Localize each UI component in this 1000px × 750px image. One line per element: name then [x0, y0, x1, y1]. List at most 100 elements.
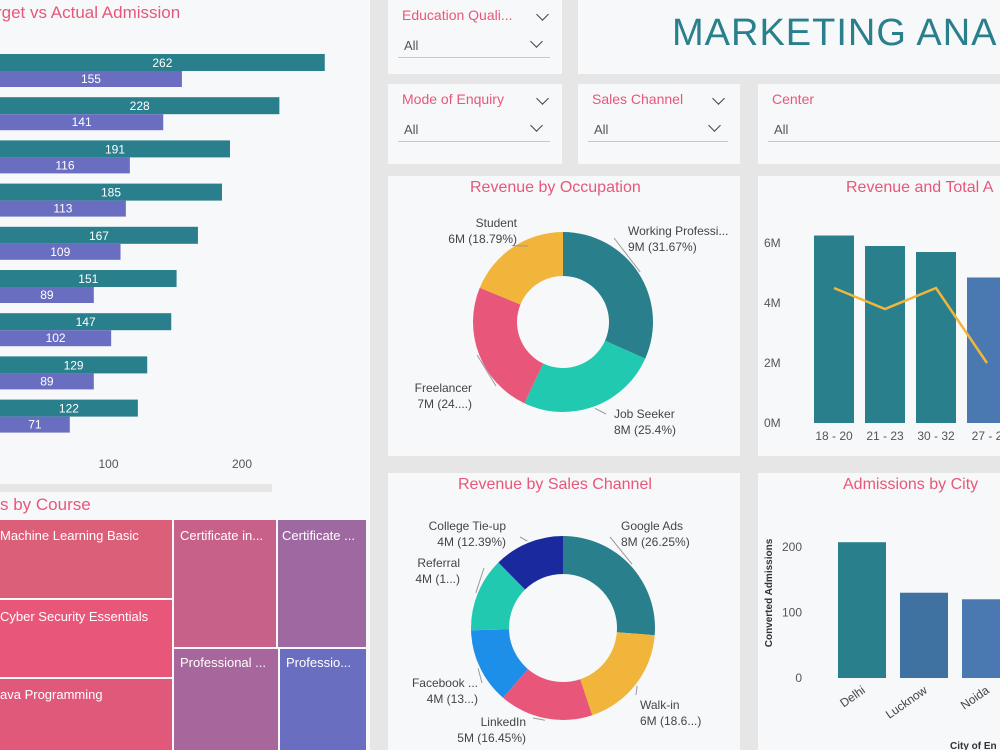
leader-line [476, 354, 497, 387]
donut-slice [524, 340, 646, 412]
center-dropdown[interactable]: All [768, 115, 1000, 142]
target-data-label: 122 [59, 402, 79, 416]
x-tick-label: 27 - 2 [972, 429, 1000, 443]
revenue-age-chart: 0M 2M 4M 6M 18 - 20 21 - 23 30 - 32 27 - 2 [764, 235, 1000, 443]
target-bar [0, 399, 138, 417]
x-tick-label: 21 - 23 [866, 429, 904, 443]
slice-value-label: 4M (12.39%) [437, 535, 506, 549]
actual-data-label: 116 [55, 158, 74, 172]
treemap-label: ava Programming [0, 687, 103, 702]
chevron-down-icon [530, 119, 543, 132]
target-data-label: 191 [105, 142, 125, 156]
slice-name-label: College Tie-up [429, 519, 507, 533]
slice-name-label: Referral [417, 556, 460, 570]
target-data-label: 151 [78, 272, 98, 286]
target-bar [0, 140, 230, 158]
y-tick-label: 0M [764, 416, 781, 430]
leader-line [594, 407, 607, 415]
course-treemap-title: s by Course [0, 495, 91, 514]
slice-name-label: LinkedIn [481, 715, 526, 729]
sales-value: All [594, 122, 609, 137]
sales-dropdown[interactable]: All [588, 115, 728, 142]
admissions-line [833, 286, 989, 364]
treemap-tile-3[interactable]: ava Programming [0, 679, 172, 750]
donut-slice [563, 536, 655, 636]
donut-slice [473, 287, 544, 404]
city-bar [838, 542, 886, 678]
actual-data-label: 102 [46, 331, 66, 345]
chevron-down-icon[interactable] [712, 92, 725, 105]
sales-channel-donut-chart: Google Ads 8M (26.25%) Walk-in 6M (18.6...)… [412, 519, 701, 745]
mode-value: All [404, 122, 419, 137]
actual-data-label: 71 [28, 418, 42, 432]
treemap-tile-1[interactable]: Machine Learning Basic [0, 520, 172, 598]
actual-bar [0, 287, 94, 303]
target-bar [0, 356, 148, 374]
city-bar [962, 599, 1000, 678]
actual-bar [0, 200, 126, 217]
treemap-tile-4[interactable]: Certificate in... [174, 520, 276, 647]
y-axis-title: Converted Admissions [764, 538, 775, 647]
target-data-label: 129 [64, 358, 84, 372]
y-tick-label: 4M [764, 296, 781, 310]
education-dropdown[interactable]: All [398, 31, 550, 58]
actual-bar [0, 416, 70, 433]
x-tick-label: 200 [232, 457, 252, 471]
header-panel: MARKETING ANAL [578, 0, 1000, 74]
target-data-label: 147 [76, 315, 96, 329]
donut-slice [503, 668, 593, 720]
slice-value-label: 6M (18.79%) [448, 232, 517, 246]
revenue-bar [865, 246, 905, 423]
leader-line [475, 567, 485, 593]
x-tick-label: 18 - 20 [815, 429, 853, 443]
chevron-down-icon[interactable] [536, 8, 549, 21]
actual-bar [0, 71, 182, 87]
occupation-donut-chart: Working Professi... 9M (31.67%) Job Seeker… [415, 216, 729, 437]
chevron-down-icon [530, 35, 543, 48]
leader-line [477, 668, 483, 684]
revenue-age-title: Revenue and Total A [846, 179, 994, 196]
y-tick-label: 6M [764, 236, 781, 250]
city-bar-chart: 0 100 200 Converted Admissions Delhi Lucknow N… [764, 538, 1000, 750]
slice-value-label: 4M (13...) [427, 692, 478, 706]
donut-slice [498, 536, 563, 590]
target-vs-actual-title: Target vs Actual Admission [0, 3, 181, 22]
actual-bar [0, 243, 121, 260]
treemap-tile-2[interactable]: Cyber Security Essentials [0, 600, 172, 677]
revenue-bar [967, 277, 1000, 423]
donut-slice [563, 232, 653, 359]
occupation-panel: Revenue by Occupation Working Professi..… [388, 176, 740, 456]
y-tick-label: 200 [782, 540, 802, 554]
city-title: Admissions by City [843, 476, 979, 493]
treemap-tile-6[interactable]: Professional ... [174, 649, 278, 750]
treemap-tile-5[interactable]: Certificate ... [278, 520, 366, 647]
course-treemap-panel: s by Course Machine Learning Basic Cyber… [0, 492, 370, 750]
donut-slice [580, 632, 655, 716]
treemap-label: Certificate ... [282, 528, 355, 543]
treemap-label: Professional ... [180, 655, 266, 670]
sales-channel-slicer[interactable]: Sales Channel All [578, 84, 740, 164]
center-slicer-label: Center [772, 91, 815, 107]
mode-of-enquiry-slicer[interactable]: Mode of Enquiry All [388, 84, 562, 164]
chevron-down-icon[interactable] [536, 92, 549, 105]
donut-slice [471, 629, 528, 698]
actual-data-label: 89 [40, 374, 54, 388]
target-vs-actual-chart: 262 155 228 141 191 116 185 113 167 109 151 89 147 10… [0, 54, 325, 471]
target-data-label: 228 [130, 99, 150, 113]
slice-name-label: Freelancer [415, 381, 472, 395]
mode-dropdown[interactable]: All [398, 115, 550, 142]
actual-data-label: 109 [50, 245, 70, 259]
target-vs-actual-panel: Target vs Actual Admission 262 155 228 141 1… [0, 0, 370, 484]
center-slicer[interactable]: Center All [758, 84, 1000, 164]
visual-header-strip [272, 484, 370, 492]
chevron-down-icon [708, 119, 721, 132]
slice-value-label: 4M (1...) [415, 572, 460, 586]
revenue-age-panel: Revenue and Total A 0M 2M 4M 6M 18 - 20 21 - … [758, 176, 1000, 456]
education-slicer[interactable]: Education Quali... All [388, 0, 562, 74]
sales-slicer-label: Sales Channel [592, 91, 684, 107]
target-data-label: 185 [101, 186, 121, 200]
city-bar [900, 592, 948, 678]
x-axis-title: City of En [950, 741, 997, 750]
treemap-tile-7[interactable]: Professio... [280, 649, 366, 750]
slice-name-label: Google Ads [621, 519, 683, 533]
